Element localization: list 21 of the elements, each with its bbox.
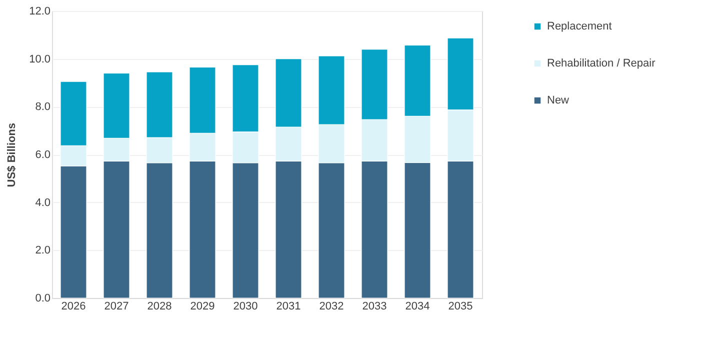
x-tick-label: 2028 <box>147 300 172 312</box>
y-tick-label: 2.0 <box>35 244 50 257</box>
x-tick-label: 2032 <box>319 300 344 312</box>
legend-label: Replacement <box>547 20 612 32</box>
y-tick-label: 0.0 <box>35 292 50 304</box>
x-tick-label: 2035 <box>448 300 473 312</box>
legend-label: New <box>547 94 570 106</box>
y-axis-title: US$ Billions <box>6 122 18 188</box>
y-tick-label: 4.0 <box>35 196 50 209</box>
x-tick-label: 2026 <box>61 300 86 312</box>
y-tick-label: 12.0 <box>29 6 50 18</box>
x-tick-label: 2030 <box>233 300 258 312</box>
x-tick-label: 2031 <box>276 300 301 312</box>
x-tick-label: 2034 <box>405 300 430 312</box>
y-tick-label: 8.0 <box>35 101 50 114</box>
y-tick-label: 6.0 <box>35 149 50 161</box>
x-tick-label: 2029 <box>190 300 215 312</box>
y-tick-label: 10.0 <box>29 53 50 66</box>
x-tick-label: 2027 <box>104 300 129 312</box>
x-tick-label: 2033 <box>362 300 387 312</box>
legend-label: Rehabilitation / Repair <box>547 58 656 70</box>
